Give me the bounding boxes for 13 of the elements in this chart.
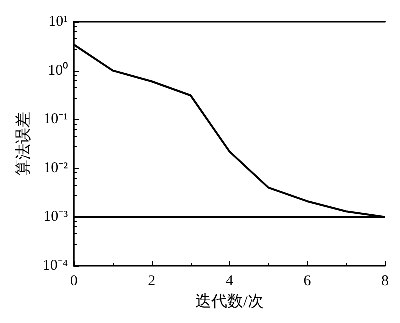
y-tick-label: 10⁰: [48, 62, 68, 79]
x-tick-label: 8: [382, 274, 389, 290]
y-tick-label: 10⁻⁴: [42, 258, 68, 274]
x-tick-label: 0: [70, 274, 78, 290]
y-tick-label: 10⁻³: [44, 209, 69, 226]
y-axis-title: 算法误差: [14, 112, 32, 176]
y-tick-label: 10⁻²: [44, 160, 69, 176]
x-axis-title: 迭代数/次: [195, 292, 264, 310]
x-tick-label: 6: [304, 274, 312, 290]
x-tick-label: 4: [226, 274, 234, 290]
x-tick-label: 2: [148, 274, 156, 290]
y-tick-label: 10⁻¹: [44, 112, 68, 128]
y-tick-label: 10¹: [48, 14, 68, 30]
